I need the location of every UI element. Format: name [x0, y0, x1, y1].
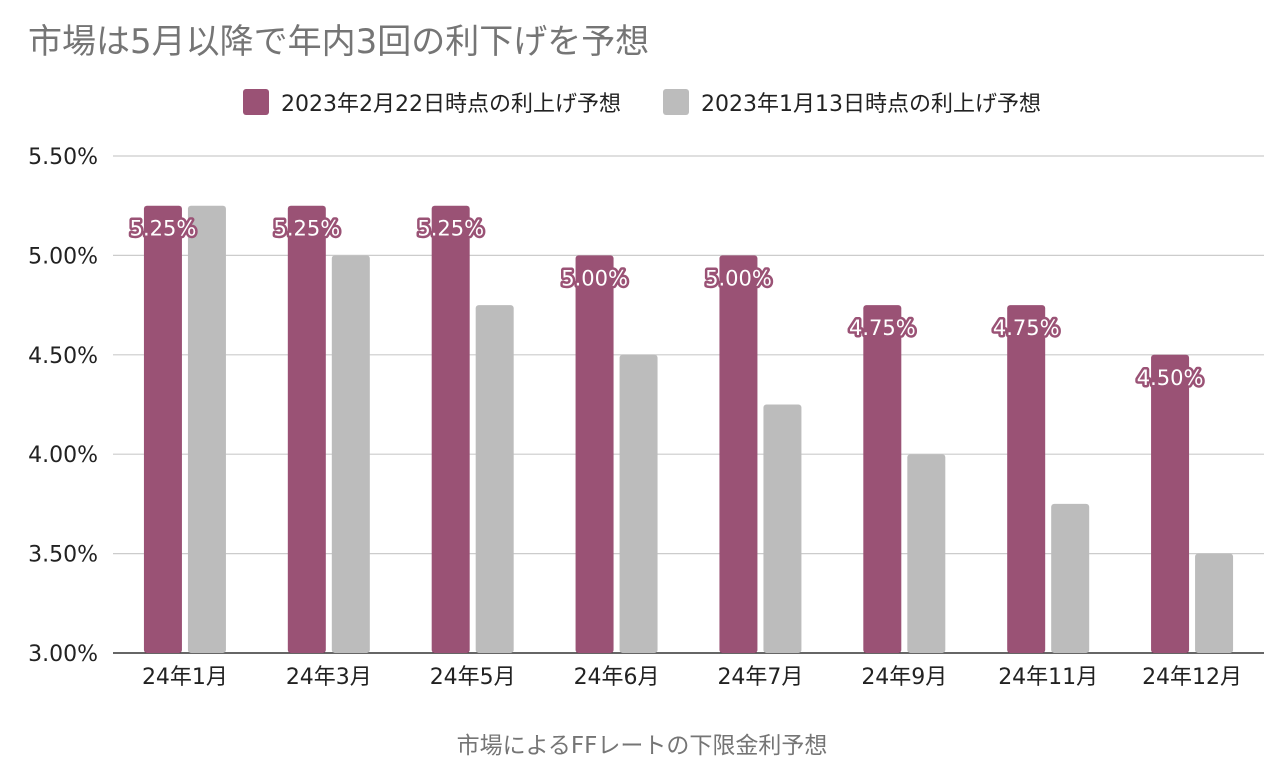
data-label: 5.25%	[130, 217, 197, 241]
x-tick-label: 24年9月	[861, 665, 947, 690]
x-axis-title: 市場によるFFレートの下限金利予想	[456, 733, 828, 759]
legend-label-series-1: 2023年2月22日時点の利上げ予想	[281, 92, 621, 117]
y-tick-label: 5.50%	[28, 145, 98, 170]
x-tick-label: 24年5月	[430, 665, 516, 690]
bar-series-1	[575, 255, 614, 653]
bar-series-1	[431, 205, 470, 653]
y-tick-label: 5.00%	[28, 244, 98, 269]
bar-series-1	[719, 255, 758, 653]
data-label: 5.00%	[705, 266, 772, 290]
bar-series-2	[619, 354, 658, 653]
bar-series-1	[287, 205, 326, 653]
y-tick-label: 3.50%	[28, 543, 98, 568]
legend-item-series-1[interactable]: 2023年2月22日時点の利上げ予想	[243, 86, 621, 118]
y-tick-label: 4.00%	[28, 443, 98, 468]
legend-swatch-series-1	[243, 89, 270, 115]
chart-title: 市場は5月以降で年内3回の利下げを予想	[28, 22, 650, 62]
x-tick-label: 24年3月	[286, 665, 372, 690]
legend-item-series-2[interactable]: 2023年1月13日時点の利上げ予想	[663, 86, 1041, 118]
bar-series-2	[763, 404, 802, 653]
data-label: 4.75%	[849, 316, 916, 340]
legend: 2023年2月22日時点の利上げ予想 2023年1月13日時点の利上げ予想	[0, 86, 1284, 118]
x-tick-label: 24年6月	[574, 665, 660, 690]
y-tick-label: 3.00%	[28, 642, 98, 667]
x-tick-label: 24年12月	[1142, 665, 1242, 690]
data-label: 5.25%	[417, 217, 484, 241]
bar-series-1	[143, 205, 182, 653]
x-tick-label: 24年1月	[142, 665, 228, 690]
bar-series-2	[1051, 503, 1090, 653]
bar-series-2	[475, 305, 514, 653]
x-tick-label: 24年7月	[717, 665, 803, 690]
bar-series-2	[187, 205, 226, 653]
data-label: 5.25%	[273, 217, 340, 241]
data-label: 5.00%	[561, 266, 628, 290]
data-label: 4.75%	[993, 316, 1060, 340]
data-label: 4.50%	[1137, 366, 1204, 390]
bar-series-2	[907, 454, 946, 653]
bar-series-2	[1195, 553, 1234, 653]
bar-series-1	[1007, 305, 1046, 653]
legend-swatch-series-2	[663, 89, 689, 115]
bar-series-2	[331, 255, 370, 653]
legend-label-series-2: 2023年1月13日時点の利上げ予想	[701, 92, 1041, 117]
x-tick-label: 24年11月	[998, 665, 1098, 690]
bar-series-1	[863, 305, 902, 653]
y-tick-label: 4.50%	[28, 344, 98, 369]
bar-series-1	[1151, 354, 1190, 653]
